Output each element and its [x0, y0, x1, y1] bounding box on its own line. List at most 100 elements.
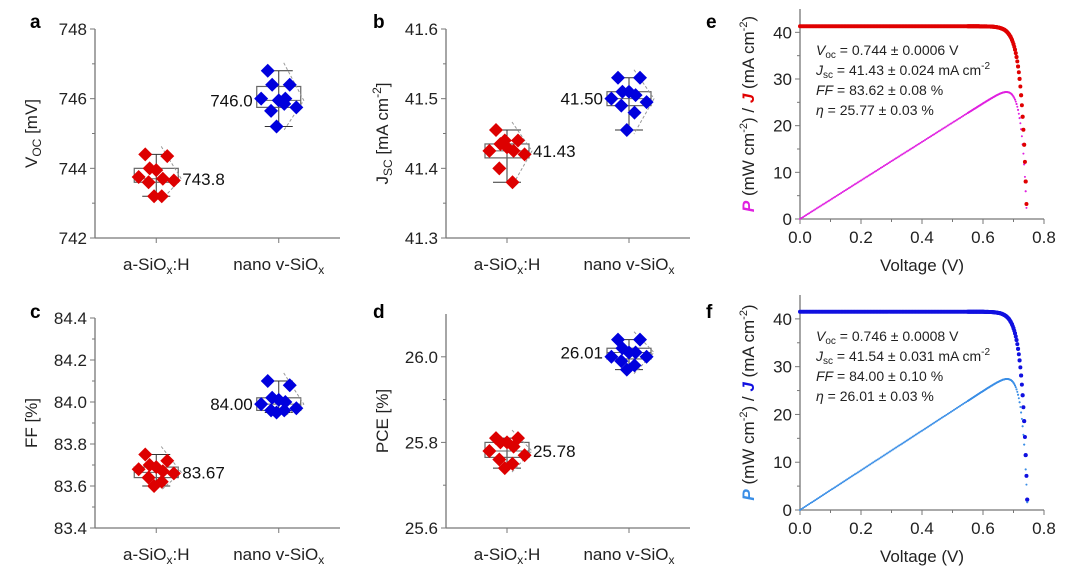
j-data-point	[1015, 59, 1020, 64]
category-sub: x	[166, 263, 172, 277]
p-data-point	[1018, 401, 1021, 404]
data-point	[639, 95, 654, 110]
distribution-curve	[511, 121, 533, 187]
data-point	[506, 439, 521, 454]
data-point	[614, 98, 629, 113]
j-data-point	[1016, 70, 1021, 75]
p-data-point	[1021, 425, 1024, 428]
j-data-point	[1016, 346, 1021, 351]
category-text: nano v-SiO	[233, 255, 318, 274]
p-data-point	[846, 188, 849, 191]
p-data-point	[815, 498, 818, 501]
y-axis-label: P (mW cm-2) / J (mA cm-2)	[738, 304, 758, 500]
p-data-point	[948, 411, 951, 414]
p-data-point	[881, 165, 884, 168]
p-data-point	[962, 114, 965, 117]
p-data-point	[931, 422, 934, 425]
p-data-point	[875, 459, 878, 462]
y-label-sub: OC	[30, 138, 44, 156]
y-tick-label: 41.4	[405, 159, 438, 178]
y-tick-label: 0	[783, 501, 792, 520]
panel-letter: c	[30, 302, 41, 323]
p-data-point	[1014, 100, 1017, 103]
annotation-text: = 83.62 ± 0.08 %	[833, 82, 943, 98]
data-point	[619, 123, 634, 138]
p-data-point	[809, 502, 812, 505]
p-data-point	[1016, 105, 1019, 108]
y-label-sup: -2	[738, 22, 750, 32]
y-tick-label: 742	[59, 229, 87, 248]
data-point	[289, 100, 304, 115]
j-data-point	[1025, 497, 1030, 502]
panel-letter: b	[373, 12, 385, 33]
p-data-point	[930, 423, 933, 426]
p-data-point	[863, 177, 866, 180]
y-tick-label: 30	[773, 70, 792, 89]
p-data-point	[895, 446, 898, 449]
p-data-point	[888, 450, 891, 453]
p-data-point	[873, 460, 876, 463]
y-tick-label: 10	[773, 453, 792, 472]
p-data-point	[945, 413, 948, 416]
data-point	[269, 119, 284, 134]
p-data-point	[931, 134, 934, 137]
j-data-point	[1023, 453, 1028, 458]
p-data-point	[928, 136, 931, 139]
x-tick-label: 0.8	[1032, 228, 1056, 247]
p-data-point	[1017, 393, 1020, 396]
p-data-point	[949, 410, 952, 413]
p-data-point	[844, 479, 847, 482]
j-data-point	[1022, 159, 1027, 164]
data-point	[166, 173, 181, 188]
p-data-point	[914, 144, 917, 147]
data-point	[628, 88, 643, 103]
y-tick-label: 41.3	[405, 229, 438, 248]
j-data-point	[1017, 358, 1022, 363]
data-point	[492, 452, 507, 467]
p-data-point	[832, 196, 835, 199]
p-data-point	[879, 456, 882, 459]
y-label-sup: -2	[738, 412, 750, 422]
j-data-point	[1019, 103, 1024, 108]
y-tick-label: 20	[773, 405, 792, 424]
mean-label: 26.01	[560, 344, 603, 363]
p-data-point	[887, 162, 890, 165]
p-data-point	[956, 406, 959, 409]
category-sub: x	[517, 263, 523, 277]
data-point	[147, 189, 162, 204]
annotation-symbol: J	[815, 348, 824, 364]
p-data-point	[893, 158, 896, 161]
j-data-point	[1018, 84, 1023, 89]
p-data-point	[850, 185, 853, 188]
p-data-point	[1015, 388, 1018, 391]
p-data-point	[866, 175, 869, 178]
p-data-point	[954, 407, 957, 410]
p-data-point	[911, 146, 914, 149]
p-data-point	[817, 206, 820, 209]
p-data-point	[831, 197, 834, 200]
p-data-point	[892, 448, 895, 451]
p-data-point	[917, 142, 920, 145]
p-data-point	[905, 439, 908, 442]
j-data-point	[1020, 393, 1025, 398]
data-point	[278, 395, 293, 409]
p-data-point	[913, 145, 916, 148]
p-data-point	[924, 138, 927, 141]
p-data-point	[902, 152, 905, 155]
x-category-label: a-SiOx:H	[474, 545, 540, 567]
p-data-point	[837, 484, 840, 487]
category-text: a-SiO	[123, 255, 166, 274]
p-data-point	[904, 151, 907, 154]
data-point	[614, 354, 629, 369]
p-data-point	[882, 164, 885, 167]
data-point	[260, 63, 275, 78]
data-point	[138, 147, 153, 162]
x-category-label: nano v-SiOx	[583, 545, 674, 567]
p-data-point	[847, 477, 850, 480]
annotation-sub: sc	[823, 356, 833, 367]
p-data-point	[1015, 102, 1018, 105]
p-data-point	[855, 182, 858, 185]
data-point	[264, 103, 279, 118]
p-data-point	[1020, 411, 1023, 414]
